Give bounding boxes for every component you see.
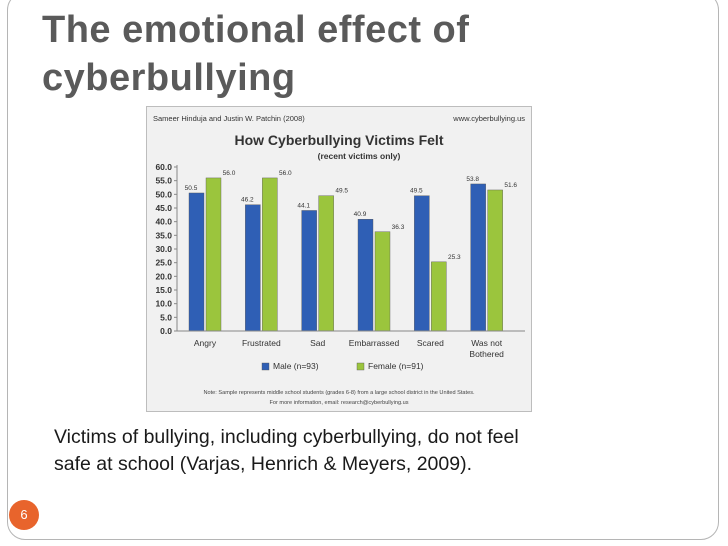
legend-swatch [261, 362, 270, 371]
x-tick-label: Was not [471, 338, 503, 348]
bar-female [318, 195, 334, 332]
chart-legend: Male (n=93) Female (n=91) [261, 361, 424, 371]
x-tick-label: Frustrated [242, 338, 281, 348]
bar-male [188, 192, 205, 332]
chart-title: How Cyberbullying Victims Felt [234, 132, 443, 148]
y-tick-label: 0.0 [160, 326, 172, 336]
x-tick-label: Bothered [469, 349, 504, 359]
y-tick-label: 55.0 [155, 176, 172, 186]
page-number-badge: 6 [9, 500, 39, 530]
slide-title-line-2: cyberbullying [42, 57, 296, 99]
chart-note-line-1: Note: Sample represents middle school st… [203, 390, 475, 396]
y-tick-label: 35.0 [155, 230, 172, 240]
bar-male [301, 210, 317, 332]
y-tick-label: 60.0 [155, 162, 172, 172]
bar-female [487, 189, 503, 332]
bars-group: 50.5 56.0 46.2 56.0 44.1 49.5 40.9 36.3 49.5 25.3… [185, 170, 517, 332]
bar-value-label: 50.5 [185, 185, 198, 192]
bar-male [357, 219, 374, 332]
bar-male [245, 204, 261, 332]
bar-value-label: 25.3 [448, 254, 461, 261]
chart-header-left: Sameer Hinduja and Justin W. Patchin (20… [153, 114, 305, 123]
y-tick-label: 40.0 [155, 217, 172, 227]
y-tick-label: 50.0 [155, 189, 172, 199]
y-tick-label: 25.0 [155, 258, 172, 268]
x-tick-label: Sad [310, 338, 325, 348]
slide-title-line-1: The emotional effect of [42, 9, 470, 51]
x-tick-label: Embarrassed [349, 338, 400, 348]
bar-value-label: 56.0 [279, 170, 292, 177]
bar-female [431, 261, 447, 332]
bar-female [262, 177, 278, 332]
x-tick-label: Angry [194, 338, 217, 348]
chart-subtitle: (recent victims only) [318, 151, 401, 161]
caption-line-2: safe at school (Varjas, Henrich & Meyers… [54, 453, 472, 475]
legend-swatch [356, 362, 365, 371]
bar-value-label: 36.3 [392, 224, 405, 231]
chart-note-line-2: For more information, email: research@cy… [269, 400, 408, 406]
x-tick-label: Scared [417, 338, 444, 348]
legend-label: Male (n=93) [273, 361, 319, 371]
bar-value-label: 56.0 [223, 170, 236, 177]
y-tick-label: 10.0 [155, 299, 172, 309]
y-tick-label: 30.0 [155, 244, 172, 254]
slide-title: The emotional effect of cyberbullying [42, 6, 469, 102]
bar-value-label: 40.9 [354, 211, 367, 218]
bar-value-label: 49.5 [410, 188, 423, 195]
slide-caption: Victims of bullying, including cyberbull… [54, 424, 694, 478]
bar-female [205, 177, 222, 332]
legend-label: Female (n=91) [368, 361, 424, 371]
bar-male [414, 195, 430, 332]
bar-value-label: 44.1 [297, 202, 310, 209]
caption-line-1: Victims of bullying, including cyberbull… [54, 426, 519, 448]
chart-image: Sameer Hinduja and Justin W. Patchin (20… [146, 106, 532, 412]
bar-value-label: 53.8 [466, 176, 479, 183]
x-axis: Angry Frustrated Sad Embarrassed Scared Was n… [177, 330, 525, 359]
y-tick-label: 20.0 [155, 271, 172, 281]
bar-value-label: 46.2 [241, 197, 254, 204]
y-tick-label: 5.0 [160, 312, 172, 322]
y-tick-label: 45.0 [155, 203, 172, 213]
bar-male [470, 183, 486, 332]
bar-value-label: 51.6 [504, 182, 517, 189]
bar-value-label: 49.5 [335, 188, 348, 195]
slide-frame [7, 0, 719, 540]
chart-header-right: www.cyberbullying.us [452, 114, 525, 123]
bar-female [374, 231, 391, 332]
y-axis: 0.0 5.0 10.0 15.0 20.0 25.0 30.0 35.0 40.0 45.0 50… [155, 162, 178, 336]
y-tick-label: 15.0 [155, 285, 172, 295]
bar-chart: Sameer Hinduja and Justin W. Patchin (20… [153, 114, 525, 406]
